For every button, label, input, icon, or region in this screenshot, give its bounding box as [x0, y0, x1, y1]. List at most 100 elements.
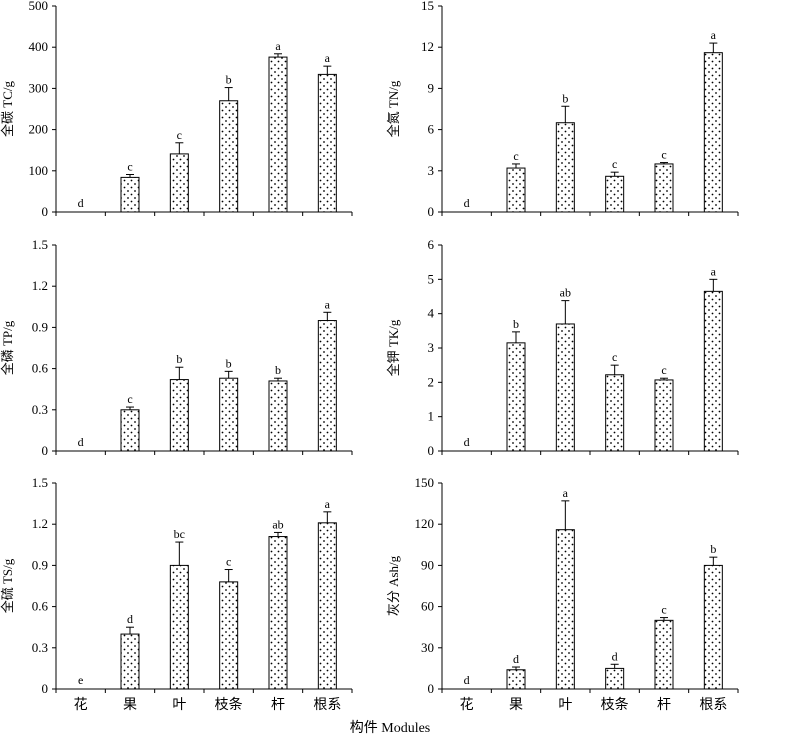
- significance-label: b: [710, 542, 716, 556]
- significance-label: d: [78, 196, 84, 210]
- significance-label: a: [711, 28, 717, 42]
- bar-tc-2: [169, 153, 189, 213]
- bar-tn-5: [703, 52, 723, 213]
- category-label: 杆: [271, 697, 285, 713]
- significance-label: c: [612, 350, 617, 364]
- significance-label: a: [325, 297, 331, 311]
- bar-tc-3: [219, 100, 239, 213]
- y-tick-label: 1.2: [32, 516, 48, 531]
- significance-label: c: [127, 392, 132, 406]
- y-tick-label: 0: [42, 443, 49, 458]
- significance-label: b: [226, 356, 232, 370]
- y-tick-label: 0: [428, 681, 435, 696]
- significance-label: c: [661, 603, 666, 617]
- significance-label: b: [275, 363, 281, 377]
- y-tick-label: 300: [29, 80, 49, 95]
- bar-tn-3: [605, 175, 625, 213]
- bar-ash-5: [703, 564, 723, 690]
- significance-label: ab: [560, 286, 571, 300]
- bar-tn-1: [506, 167, 526, 213]
- significance-label: e: [78, 673, 83, 687]
- panel-tk: 0 1 2 3 4 5 6 d b ab c c a 全钾 TK/g: [386, 237, 739, 458]
- y-tick-label: 0: [42, 204, 49, 219]
- y-tick-label: 400: [29, 39, 49, 54]
- significance-label: a: [325, 51, 331, 65]
- y-tick-label: 5: [428, 271, 435, 286]
- y-tick-label: 6: [428, 122, 435, 137]
- panel-tp: 0 0.3 0.6 0.9 1.2 1.5 d c b b b a 全磷 TP/g: [0, 237, 353, 458]
- bar-ts-5: [317, 522, 337, 690]
- significance-label: d: [464, 435, 470, 449]
- bar-ash-1: [506, 669, 526, 690]
- y-tick-label: 60: [421, 599, 434, 614]
- significance-label: d: [78, 435, 84, 449]
- bar-tp-5: [317, 320, 337, 452]
- y-axis-label: 全氮 TN/g: [386, 80, 401, 137]
- significance-label: d: [464, 673, 470, 687]
- bar-tk-2: [555, 323, 575, 452]
- category-label: 叶: [172, 697, 186, 713]
- figure-x-axis-label: 构件 Modules: [350, 720, 431, 735]
- panel-tc: 0 100 200 300 400 500 d c c b a a 全碳 TC/g: [0, 0, 353, 219]
- y-tick-label: 4: [428, 306, 435, 321]
- category-label: 花: [74, 697, 88, 713]
- significance-label: c: [612, 157, 617, 171]
- bar-tp-4: [268, 380, 288, 452]
- significance-label: b: [562, 91, 568, 105]
- y-tick-label: 15: [421, 0, 434, 13]
- bar-tk-4: [654, 379, 674, 452]
- y-tick-label: 200: [29, 122, 49, 137]
- significance-label: ab: [272, 517, 283, 531]
- category-label: 果: [123, 698, 137, 713]
- y-tick-label: 0.9: [32, 557, 48, 572]
- bar-tc-5: [317, 73, 337, 213]
- y-axis-label: 全磷 TP/g: [0, 320, 15, 375]
- y-tick-label: 100: [29, 163, 49, 178]
- significance-label: d: [513, 652, 519, 666]
- category-label: 花: [460, 697, 474, 713]
- bar-tk-5: [703, 290, 723, 452]
- category-label: 根系: [699, 697, 727, 713]
- y-tick-label: 150: [415, 475, 435, 490]
- bar-tp-1: [120, 409, 140, 452]
- bar-ts-1: [120, 633, 140, 690]
- significance-label: c: [177, 128, 182, 142]
- significance-label: bc: [174, 527, 185, 541]
- y-tick-label: 0: [42, 681, 49, 696]
- bar-tc-4: [268, 56, 288, 213]
- bar-tp-2: [169, 379, 189, 452]
- y-tick-label: 12: [421, 39, 434, 54]
- bar-ts-3: [219, 581, 239, 690]
- y-tick-label: 0.9: [32, 319, 48, 334]
- y-tick-label: 0.3: [32, 640, 48, 655]
- significance-label: d: [127, 612, 133, 626]
- significance-label: d: [612, 649, 618, 663]
- significance-label: a: [325, 497, 331, 511]
- y-axis-label: 全硫 TS/g: [0, 558, 15, 613]
- y-axis-label: 全钾 TK/g: [386, 319, 401, 376]
- significance-label: a: [711, 264, 717, 278]
- y-tick-label: 2: [428, 374, 435, 389]
- bar-ash-3: [605, 667, 625, 690]
- y-tick-label: 0.6: [32, 599, 49, 614]
- bar-ash-2: [555, 529, 575, 690]
- panel-ts: 0 0.3 0.6 0.9 1.2 1.5 e d bc c ab a 全硫 TS/g 花 果 叶 枝条 杆 根系: [0, 475, 353, 713]
- y-axis-label: 灰分 Ash/g: [386, 555, 401, 616]
- y-tick-label: 500: [29, 0, 49, 13]
- significance-label: a: [563, 486, 569, 500]
- bar-tk-1: [506, 342, 526, 452]
- y-tick-label: 90: [421, 557, 434, 572]
- y-tick-label: 0.6: [32, 361, 49, 376]
- panel-tn: 0 3 6 9 12 15 d c b c c a 全氮 TN/g: [386, 0, 739, 219]
- panel-ash: 0 30 60 90 120 150 d d a d c b 灰分 Ash/g 花 果 叶 枝条 杆 根系: [386, 475, 739, 713]
- y-tick-label: 1.5: [32, 237, 48, 252]
- significance-label: c: [226, 555, 231, 569]
- y-tick-label: 0: [428, 204, 435, 219]
- bar-ts-2: [169, 564, 189, 690]
- y-tick-label: 3: [428, 340, 435, 355]
- y-axis-label: 全碳 TC/g: [0, 81, 15, 137]
- category-label: 叶: [558, 697, 572, 713]
- category-label: 枝条: [601, 696, 629, 713]
- significance-label: b: [513, 317, 519, 331]
